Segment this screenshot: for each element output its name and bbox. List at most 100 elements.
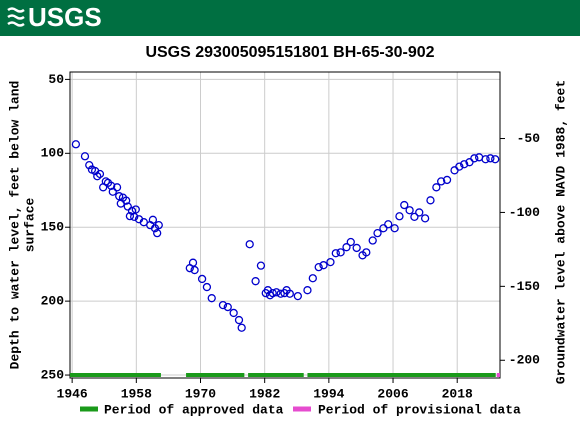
data-point: [130, 212, 139, 222]
data-point: [437, 177, 446, 186]
period-bar: [248, 373, 304, 377]
data-point: [390, 224, 399, 233]
y2-tick-label: -100: [509, 205, 540, 220]
data-point: [234, 315, 244, 325]
y2-tick-label: -50: [517, 131, 541, 146]
data-point: [237, 323, 246, 332]
data-point: [319, 261, 328, 270]
legend-label: Period of approved data: [104, 402, 284, 417]
data-point: [115, 192, 124, 201]
data-point: [486, 154, 495, 163]
data-point: [229, 308, 238, 318]
data-point: [432, 183, 441, 192]
x-tick-label: 1994: [313, 386, 344, 401]
data-point: [107, 181, 116, 190]
data-point: [303, 286, 312, 295]
data-point: [122, 196, 131, 205]
x-tick-label: 1946: [57, 386, 88, 401]
x-tick-label: 1970: [185, 386, 216, 401]
data-point: [336, 248, 345, 257]
y-tick-label: 150: [41, 220, 65, 235]
y2-tick-label: -200: [509, 353, 540, 368]
data-point: [331, 249, 340, 258]
data-point: [379, 224, 388, 233]
y-tick-label: 50: [48, 72, 64, 87]
data-point: [395, 212, 404, 221]
data-point: [139, 218, 148, 227]
data-point: [342, 243, 351, 252]
data-point: [384, 220, 393, 229]
header-bar: [0, 0, 580, 36]
data-point: [85, 160, 94, 170]
data-point: [410, 212, 419, 222]
y2-axis-label: Groundwater level above NAVD 1988, feet: [553, 80, 568, 384]
data-point: [455, 162, 464, 171]
logo-waves: [7, 7, 25, 27]
x-tick-label: 1982: [249, 386, 280, 401]
data-point: [112, 183, 122, 192]
data-point: [207, 294, 216, 303]
data-point: [426, 196, 435, 205]
data-point: [326, 257, 335, 267]
chart-title: USGS 293005095151801 BH-65-30-902: [145, 44, 434, 61]
data-point: [352, 243, 361, 253]
y-axis-label: surface: [22, 197, 37, 252]
data-point: [108, 187, 117, 196]
data-point: [190, 265, 199, 275]
data-point: [148, 215, 158, 224]
data-point: [346, 237, 355, 247]
data-point: [80, 152, 90, 161]
data-point: [308, 274, 317, 283]
data-point: [223, 302, 232, 312]
data-point: [71, 140, 81, 149]
y2-tick-label: -150: [509, 279, 540, 294]
data-point: [268, 288, 277, 298]
y-tick-label: 250: [41, 367, 65, 382]
data-point: [470, 154, 479, 163]
data-point: [123, 202, 132, 211]
y-tick-label: 200: [41, 294, 65, 309]
logo: USGS: [28, 2, 102, 32]
legend-label: Period of provisional data: [318, 402, 521, 417]
data-point: [101, 177, 110, 186]
data-point: [202, 282, 212, 292]
data-point: [188, 258, 198, 267]
data-point: [245, 240, 254, 249]
data-point: [460, 160, 469, 169]
data-point: [442, 175, 452, 185]
data-point: [95, 169, 105, 179]
x-tick-label: 2018: [442, 386, 473, 401]
x-tick-label: 2006: [377, 386, 408, 401]
period-bar: [496, 373, 500, 377]
data-point: [197, 274, 207, 284]
data-point: [276, 289, 285, 298]
data-point: [153, 228, 162, 238]
data-point: [154, 220, 163, 230]
data-point: [373, 228, 382, 238]
y-axis-label: Depth to water level, feet below land: [7, 81, 22, 370]
data-point: [405, 206, 414, 215]
period-bar: [307, 373, 496, 377]
data-point: [125, 211, 135, 221]
data-point: [285, 289, 294, 298]
plot-frame: [69, 71, 501, 379]
data-point: [400, 200, 409, 210]
data-point: [420, 214, 430, 223]
data-point: [481, 155, 490, 164]
data-point: [415, 208, 424, 217]
data-point: [131, 205, 140, 214]
data-point: [256, 261, 266, 270]
data-point: [368, 236, 377, 245]
y-tick-label: 100: [41, 146, 65, 161]
data-point: [362, 248, 371, 257]
data-point: [293, 291, 302, 301]
period-bar: [70, 373, 161, 377]
period-bar: [186, 373, 245, 377]
data-point: [218, 300, 228, 310]
data-point: [251, 277, 260, 286]
data-point: [491, 155, 500, 164]
data-point: [272, 288, 281, 297]
x-tick-label: 1958: [121, 386, 152, 401]
data-point: [314, 262, 323, 272]
